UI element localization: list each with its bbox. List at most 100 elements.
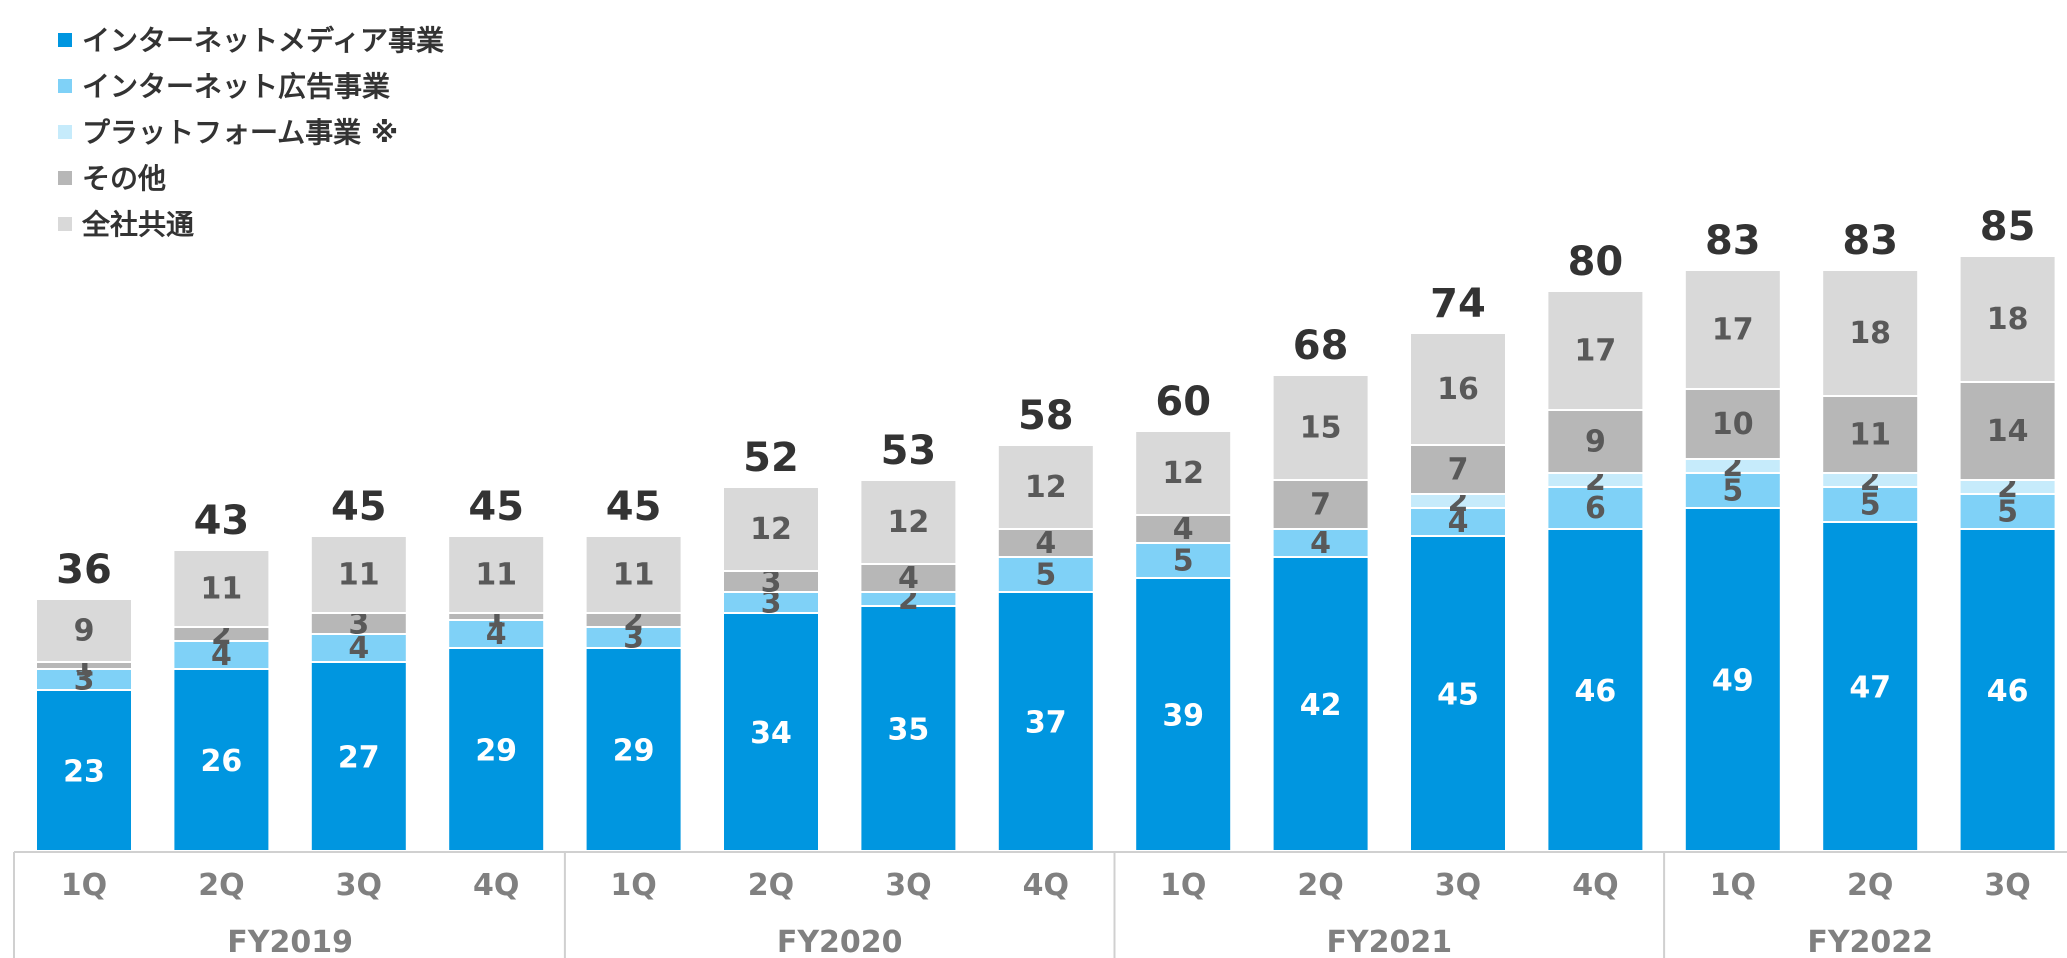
total-value-label: 83 xyxy=(1705,218,1761,264)
segment-value-label: 17 xyxy=(1712,313,1754,348)
total-value-label: 43 xyxy=(194,498,250,544)
bar-segment xyxy=(1546,290,1645,411)
segment-value-label: 29 xyxy=(475,734,517,769)
total-value-label: 60 xyxy=(1155,379,1211,425)
bar-segment xyxy=(996,444,1095,530)
segment-value-label: 5 xyxy=(1035,558,1056,593)
quarter-tick-label: 1Q xyxy=(1160,868,1206,903)
legend-swatch xyxy=(58,79,72,93)
bar-segment xyxy=(1821,395,1920,474)
bar-segment xyxy=(859,479,958,565)
bar-segment xyxy=(172,668,271,852)
segment-value-label: 3 xyxy=(761,565,782,600)
segment-value-label: 7 xyxy=(1310,488,1331,523)
bar-segment xyxy=(309,661,408,852)
bar-segment xyxy=(1409,332,1507,446)
legend-swatch xyxy=(58,171,72,185)
total-value-label: 58 xyxy=(1018,393,1074,439)
segment-value-label: 9 xyxy=(74,614,95,649)
segment-value-label: 46 xyxy=(1987,674,2029,709)
bar-segment xyxy=(859,605,958,852)
segment-value-label: 26 xyxy=(201,744,243,779)
segment-value-label: 11 xyxy=(1849,418,1891,453)
bar-segment xyxy=(722,612,820,852)
quarter-tick-label: 3Q xyxy=(336,868,382,903)
segment-value-label: 4 xyxy=(348,631,369,666)
quarter-tick-label: 2Q xyxy=(1847,868,1893,903)
bar-group: 34 33 12 52 xyxy=(722,435,820,852)
segment-value-label: 37 xyxy=(1025,706,1067,741)
bar-segment xyxy=(1958,381,2057,481)
legend-label: 全社共通 xyxy=(81,208,194,241)
segment-value-label: 17 xyxy=(1575,334,1617,369)
bar-segment xyxy=(1546,486,1645,530)
bar-segment xyxy=(35,598,133,663)
segment-value-label: 11 xyxy=(475,558,517,593)
bar-segment xyxy=(996,556,1095,593)
bar-group: 27 43 11 45 xyxy=(309,484,408,852)
segment-value-label: 49 xyxy=(1712,664,1754,699)
bar-segment xyxy=(1409,507,1507,537)
segment-value-label: 6 xyxy=(1585,491,1606,526)
segment-value-label: 5 xyxy=(1997,495,2018,530)
quarter-tick-label: 2Q xyxy=(748,868,794,903)
segment-value-label: 9 xyxy=(1585,425,1606,460)
segment-value-label: 35 xyxy=(888,713,930,748)
bar-segment xyxy=(1958,255,2057,383)
bar-segment xyxy=(1134,430,1233,516)
segment-value-label: 5 xyxy=(1722,474,1743,509)
segment-value-label: 18 xyxy=(1849,316,1891,351)
bar-group: 42 47 15 68 xyxy=(1271,323,1370,852)
segment-value-label: 4 xyxy=(1310,526,1331,561)
segment-value-label: 14 xyxy=(1987,414,2029,449)
quarter-tick-label: 3Q xyxy=(1984,868,2030,903)
segment-value-label: 34 xyxy=(750,716,792,751)
bar-segment xyxy=(1683,472,1782,509)
segment-value-label: 42 xyxy=(1300,688,1342,723)
total-value-label: 45 xyxy=(331,484,387,530)
fiscal-year-label: FY2022 xyxy=(1807,925,1933,958)
segment-value-label: 39 xyxy=(1162,699,1204,734)
segment-value-label: 4 xyxy=(898,561,919,596)
segment-value-label: 12 xyxy=(888,505,930,540)
segment-value-label: 27 xyxy=(338,741,380,776)
bar-segment xyxy=(1409,535,1507,852)
legend-swatch xyxy=(58,33,72,47)
bar-segment xyxy=(1271,374,1370,481)
segment-value-label: 4 xyxy=(1448,505,1469,540)
legend-swatch xyxy=(58,125,72,139)
quarter-tick-label: 1Q xyxy=(1710,868,1756,903)
total-value-label: 52 xyxy=(743,435,799,481)
bar-segment xyxy=(584,535,683,614)
bar-segment xyxy=(447,619,546,649)
bar-segment xyxy=(35,689,133,852)
segment-value-label: 3 xyxy=(623,621,644,656)
segment-value-label: 4 xyxy=(486,617,507,652)
segment-value-label: 12 xyxy=(1162,456,1204,491)
segment-value-label: 45 xyxy=(1437,678,1479,713)
fiscal-year-label: FY2020 xyxy=(777,925,903,958)
quarter-tick-label: 4Q xyxy=(1572,868,1618,903)
legend-label: インターネットメディア事業 xyxy=(82,24,444,57)
segment-value-label: 29 xyxy=(613,734,655,769)
quarter-tick-label: 2Q xyxy=(198,868,244,903)
segment-value-label: 3 xyxy=(74,663,95,698)
total-value-label: 45 xyxy=(468,484,524,530)
quarter-tick-label: 4Q xyxy=(1023,868,1069,903)
legend-label: インターネット広告事業 xyxy=(82,70,390,103)
bar-segment xyxy=(1271,528,1370,558)
bar-segment xyxy=(1683,507,1782,852)
segment-value-label: 12 xyxy=(750,512,792,547)
bar-segment xyxy=(1546,409,1645,474)
bar-segment xyxy=(1271,556,1370,852)
total-value-label: 45 xyxy=(606,484,662,530)
bar-segment xyxy=(1409,444,1507,495)
segment-value-label: 18 xyxy=(1987,302,2029,337)
